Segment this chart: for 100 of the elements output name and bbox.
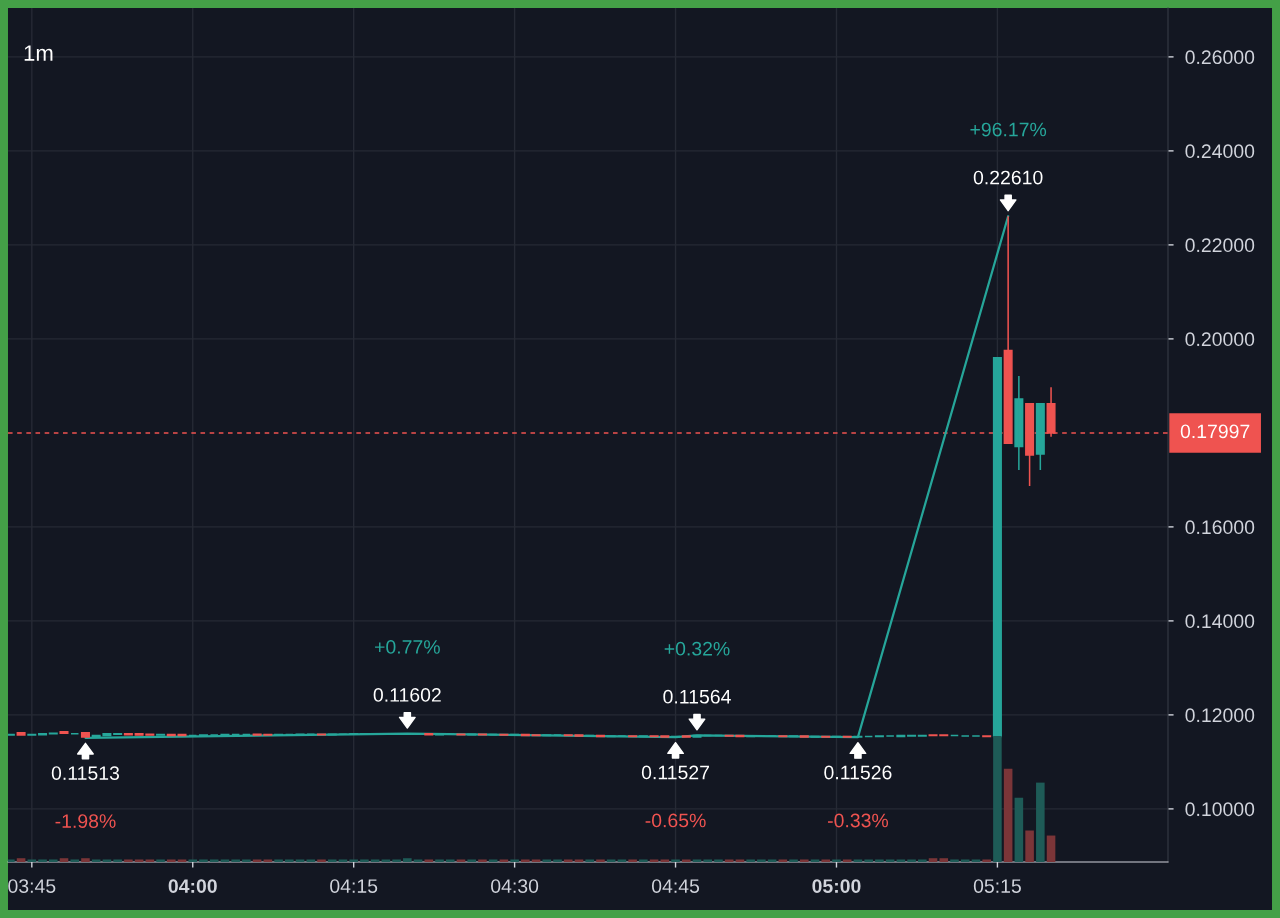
candlestick: [842, 735, 852, 738]
bar: [606, 859, 616, 862]
x-tick-label: 04:30: [491, 879, 539, 893]
bar: [285, 859, 294, 862]
bar: [939, 858, 949, 862]
bar: [746, 859, 755, 862]
bar: [993, 736, 1002, 862]
bar: [885, 859, 895, 862]
bar: [778, 859, 788, 862]
bar: [156, 859, 165, 862]
x-tick-label: 04:00: [168, 879, 217, 893]
bar: [295, 859, 305, 862]
candlestick: [48, 732, 58, 735]
bar: [231, 859, 240, 862]
bar: [403, 858, 412, 862]
bar: [1003, 768, 1013, 862]
candlestick: [874, 735, 884, 738]
candlestick: [359, 732, 369, 735]
bar: [145, 859, 155, 862]
annotation: 0.11602: [373, 688, 441, 702]
bar: [167, 859, 176, 862]
annotation: 0.11527: [641, 765, 709, 780]
candlestick: [456, 733, 466, 736]
bar: [124, 859, 133, 862]
bar: [478, 859, 487, 862]
y-tick-label: 0.26000: [1185, 50, 1255, 65]
annotation: +96.17%: [970, 122, 1047, 137]
candlestick: [59, 730, 69, 734]
bar: [327, 859, 337, 862]
candlestick: [467, 733, 477, 736]
candlestick: [628, 735, 638, 738]
x-tick-label: 05:00: [812, 879, 861, 893]
bar: [1014, 797, 1024, 862]
bar: [735, 859, 745, 862]
candlestick: [821, 735, 831, 738]
bar: [660, 859, 670, 862]
candlestick: [27, 733, 37, 737]
bar: [639, 859, 648, 862]
candlestick: [434, 733, 445, 736]
bar: [810, 859, 820, 862]
bar: [70, 859, 80, 862]
annotation: 0.22610: [973, 170, 1043, 185]
bar: [896, 859, 906, 862]
bar: [971, 859, 981, 862]
candlestick: [510, 733, 520, 736]
bar: [907, 859, 916, 862]
candlestick: [113, 732, 123, 736]
bar: [875, 859, 884, 862]
bar: [617, 859, 627, 862]
candlestick: [327, 733, 337, 736]
bar: [982, 859, 991, 862]
bar: [349, 859, 358, 862]
x-tick-label: 04:15: [330, 879, 378, 893]
bar: [177, 859, 187, 862]
bar: [681, 859, 691, 862]
bar: [832, 859, 841, 862]
annotation: 0.11513: [51, 766, 120, 780]
bar: [113, 859, 122, 862]
candlestick: [907, 734, 917, 737]
candlestick: [349, 732, 359, 736]
bar: [918, 859, 927, 862]
bar: [252, 859, 262, 862]
x-tick-label: 04:45: [651, 879, 700, 893]
candlestick: [681, 735, 691, 738]
bar: [724, 859, 734, 862]
y-tick-label: 0.24000: [1185, 144, 1255, 159]
annotation: 0.11564: [663, 689, 731, 704]
bar: [27, 859, 37, 862]
bar: [950, 859, 959, 862]
bar: [435, 859, 444, 862]
bar: [510, 859, 519, 862]
bar: [585, 859, 595, 862]
candlestick: [499, 733, 509, 736]
bar: [703, 859, 713, 862]
bar: [306, 859, 316, 862]
bar: [48, 859, 58, 862]
bar: [360, 859, 369, 862]
bar: [338, 859, 348, 862]
candlestick: [156, 733, 166, 736]
annotation: -0.33%: [828, 813, 889, 828]
bar: [574, 859, 584, 862]
annotation: +0.77%: [375, 640, 440, 654]
bar: [413, 859, 423, 862]
bar: [1036, 782, 1045, 862]
bar: [81, 858, 90, 862]
bar: [467, 859, 476, 862]
candlestick: [799, 735, 809, 738]
text: 1m: [24, 45, 53, 61]
y-tick-label: 0.10000: [1185, 802, 1255, 817]
bar: [242, 859, 251, 862]
bar: [531, 859, 541, 862]
bar: [853, 859, 863, 862]
candlestick: [16, 731, 26, 736]
bar: [1046, 835, 1056, 862]
bar: [542, 859, 552, 862]
bar: [59, 858, 69, 862]
y-tick-label: 0.16000: [1185, 520, 1255, 535]
bar: [370, 859, 380, 862]
bar: [220, 859, 230, 862]
bar: [800, 859, 809, 862]
